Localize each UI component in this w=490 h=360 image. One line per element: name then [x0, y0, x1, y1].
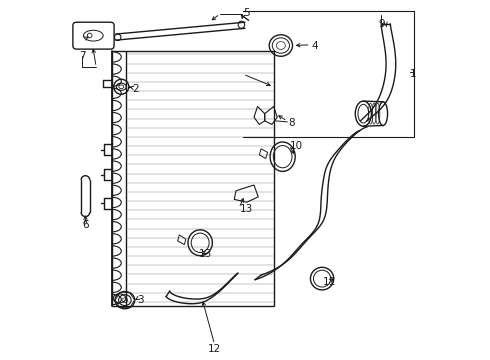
- Text: 5: 5: [243, 8, 250, 18]
- Text: 9: 9: [378, 19, 385, 29]
- Text: 8: 8: [288, 118, 294, 128]
- Text: 3: 3: [137, 295, 144, 305]
- Text: 7: 7: [79, 51, 86, 61]
- Text: 10: 10: [290, 141, 303, 151]
- Text: 4: 4: [311, 41, 318, 50]
- Text: 1: 1: [410, 69, 416, 79]
- Text: 2: 2: [132, 84, 139, 94]
- Text: 13: 13: [240, 204, 253, 214]
- Text: 13: 13: [199, 248, 212, 258]
- Bar: [112, 51, 274, 306]
- Text: 6: 6: [82, 220, 89, 230]
- Text: 12: 12: [208, 343, 221, 354]
- Text: 11: 11: [322, 277, 336, 287]
